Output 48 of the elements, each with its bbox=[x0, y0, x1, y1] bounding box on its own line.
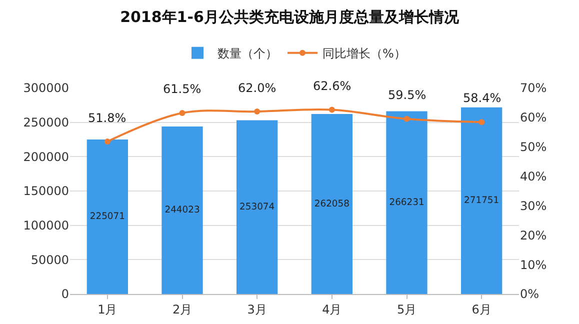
y-tick-label: 50000 bbox=[30, 252, 69, 267]
y-tick-label: 300000 bbox=[23, 81, 69, 96]
y2-tick-label: 50% bbox=[520, 140, 547, 154]
legend-label: 数量（个） bbox=[218, 46, 278, 61]
bar bbox=[162, 126, 203, 294]
data-label: 59.5% bbox=[388, 88, 426, 102]
point bbox=[254, 108, 260, 115]
y2-tick-label: 70% bbox=[520, 81, 547, 96]
y2-tick-label: 40% bbox=[520, 169, 547, 184]
bar bbox=[236, 120, 278, 294]
point bbox=[179, 110, 186, 116]
y-tick-label: 200000 bbox=[23, 150, 69, 164]
y-tick-label: 100000 bbox=[23, 218, 69, 233]
chart-title: 2018年1-6月公共类充电设施月度总量及增长情况 bbox=[120, 8, 460, 26]
y2-tick-label: 30% bbox=[520, 198, 547, 213]
bar bbox=[461, 107, 502, 294]
x-tick-label: 5月 bbox=[396, 302, 417, 316]
y-tick-label: 150000 bbox=[23, 184, 69, 198]
data-label: 62.0% bbox=[238, 81, 276, 95]
data-label: 58.4% bbox=[463, 91, 502, 105]
data-label: 253074 bbox=[240, 202, 275, 213]
bar bbox=[86, 139, 128, 294]
point bbox=[404, 116, 410, 122]
y2-tick-label: 60% bbox=[520, 110, 547, 125]
point bbox=[328, 106, 335, 113]
data-label: 271751 bbox=[464, 195, 500, 206]
y2-tick-label: 10% bbox=[520, 258, 547, 272]
point bbox=[104, 138, 110, 145]
x-tick-label: 6月 bbox=[472, 302, 492, 316]
y-tick-label: 250000 bbox=[23, 116, 69, 130]
data-label: 225071 bbox=[90, 211, 125, 222]
x-tick-label: 4月 bbox=[322, 302, 342, 316]
bar bbox=[311, 114, 352, 294]
data-label: 61.5% bbox=[163, 82, 202, 96]
bar bbox=[386, 111, 428, 294]
data-label: 262058 bbox=[314, 198, 350, 210]
data-label: 62.6% bbox=[313, 79, 352, 93]
legend-label: 同比增长（%） bbox=[322, 46, 406, 61]
x-tick-label: 2月 bbox=[172, 302, 192, 316]
x-tick-label: 1月 bbox=[98, 302, 118, 316]
data-label: 51.8% bbox=[88, 111, 126, 125]
y2-tick-label: 20% bbox=[520, 228, 547, 242]
x-tick-label: 3月 bbox=[247, 302, 267, 316]
data-label: 266231 bbox=[389, 197, 424, 208]
y2-tick-label: 0% bbox=[520, 287, 540, 302]
point bbox=[478, 119, 485, 126]
data-label: 244023 bbox=[164, 204, 200, 216]
y-tick-label: 0 bbox=[61, 287, 69, 302]
